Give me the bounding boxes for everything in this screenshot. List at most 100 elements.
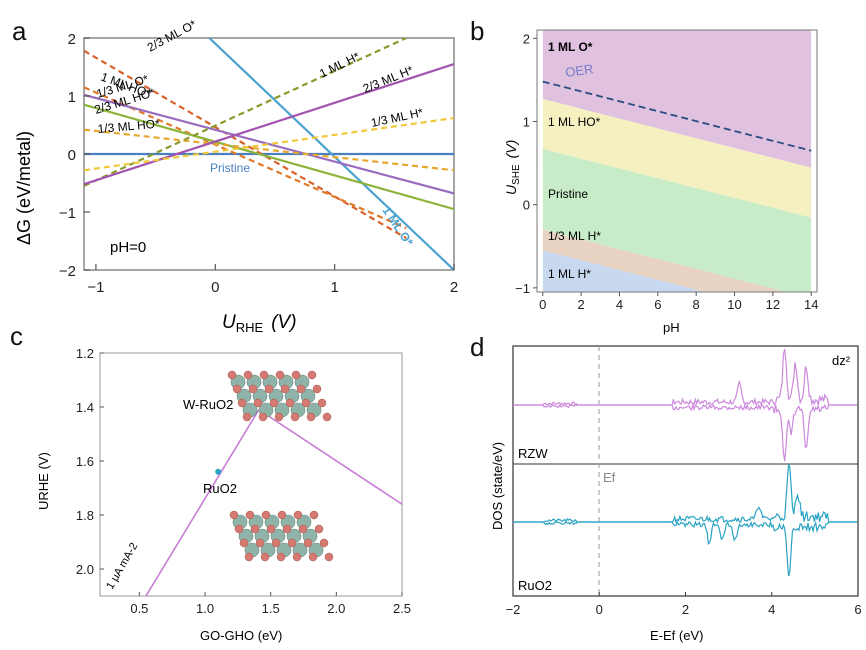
fermi-label: Ef xyxy=(603,470,616,485)
region-label-1-ml-ho: 1 ML HO* xyxy=(548,115,601,129)
panel-a-ytick-label: 1 xyxy=(68,89,76,106)
panel-a-xtick-label: 1 xyxy=(330,279,338,296)
panel-b-xtick-label: 14 xyxy=(804,297,818,312)
oer-label: OER xyxy=(564,61,594,80)
region-label-pristine: Pristine xyxy=(548,187,588,201)
panel-d-xtick-label: 6 xyxy=(854,602,861,617)
series-line-1-3-ml-o xyxy=(84,93,454,195)
panel-b-xtick-label: 12 xyxy=(766,297,780,312)
series-line-2-3-ml-ho xyxy=(84,103,454,211)
panel-b-xtick-label: 6 xyxy=(654,297,661,312)
panel-b-regions xyxy=(537,30,817,292)
panel-a-ticks: −1 0 1 2 −2 −1 0 1 2 xyxy=(59,31,458,296)
ph-annotation: pH=0 xyxy=(110,239,146,256)
panel-d-chart: −2 0 2 4 6 RZW RuO2 Ef dz² E-Ef (eV) DOS (st… xyxy=(490,345,862,643)
panel-a-xtick-label: −1 xyxy=(87,279,104,296)
panel-b-right-margin xyxy=(811,30,817,292)
panel-c-chart: 0.5 1.0 1.5 2.0 2.5 1.2 1.4 1.6 1.8 2.0 W-RuO2 Ru… xyxy=(36,346,411,643)
panel-d-xtick-label: 4 xyxy=(768,602,775,617)
volcano-line xyxy=(145,408,402,596)
oer-line xyxy=(542,80,812,152)
panel-b-frame xyxy=(536,29,818,293)
panel-c-ytick-label: 1.8 xyxy=(76,508,94,523)
panel-b-xtick-label: 0 xyxy=(539,297,546,312)
panel-c-ticks: 0.5 1.0 1.5 2.0 2.5 1.2 1.4 1.6 1.8 2.0 xyxy=(76,346,411,616)
panel-a-ytick-label: 2 xyxy=(68,31,76,48)
region-pristine xyxy=(542,148,812,292)
panel-d-ylabel: DOS (state/eV) xyxy=(490,442,505,530)
label-1-3-ml-ho: 1/3 ML HO* xyxy=(97,117,161,136)
panel-a-ytick-label: −1 xyxy=(59,205,76,222)
panel-d-xtick-label: −2 xyxy=(506,602,521,617)
region-label-1-ml-o: 1 ML O* xyxy=(548,40,593,54)
panel-c-ytick-label: 1.2 xyxy=(76,346,94,361)
series-line-1-ml-h xyxy=(84,38,407,187)
panel-d-xtick-label: 0 xyxy=(596,602,603,617)
panel-b-left-margin xyxy=(537,30,543,292)
panel-b-ytick-label: 2 xyxy=(523,31,530,46)
region-1-ml-o xyxy=(542,30,812,168)
panel-b-ytick-label: 0 xyxy=(523,198,530,213)
panel-letter-a: a xyxy=(12,16,27,46)
w-ruo2-structure-illustration xyxy=(227,370,332,422)
panel-a-ytick-label: 0 xyxy=(68,147,76,164)
panel-b-xtick-label: 2 xyxy=(577,297,584,312)
panel-c-ytick-label: 2.0 xyxy=(76,562,94,577)
panel-a-series-lines xyxy=(84,38,454,270)
panel-d-ticks: −2 0 2 4 6 xyxy=(506,592,862,617)
panel-b-ylabel: USHE(V) xyxy=(503,140,522,195)
label-w-ruo2: W-RuO2 xyxy=(183,397,233,412)
panel-a-ylabel: ΔG (eV/metal) xyxy=(14,131,34,245)
panel-d-dos-curves xyxy=(513,349,858,577)
dos-rzw-spin-down xyxy=(513,402,858,462)
panel-b-ytick-label: −1 xyxy=(515,281,530,296)
panel-a-xtick-label: 0 xyxy=(211,279,219,296)
dos-rzw-spin-up xyxy=(513,349,858,407)
dos-ruo2-spin-up xyxy=(513,464,858,524)
panel-c-xlabel: GO-GHO (eV) xyxy=(200,628,282,643)
panel-b-xtick-label: 10 xyxy=(727,297,741,312)
label-ruo2: RuO2 xyxy=(203,481,237,496)
region-1-3-ml-h xyxy=(542,229,787,292)
region-label-1-ml-h: 1 ML H* xyxy=(548,267,591,281)
panel-b-xtick-label: 4 xyxy=(616,297,623,312)
panel-d-xtick-label: 2 xyxy=(682,602,689,617)
current-annotation: 1 μA mA-2 xyxy=(104,541,140,592)
series-line-1-ml-ho xyxy=(84,86,407,230)
panel-c-xtick-label: 0.5 xyxy=(130,601,148,616)
panel-d-xlabel: E-Ef (eV) xyxy=(650,628,703,643)
panel-b-xlabel: pH xyxy=(663,320,680,335)
panel-c-xtick-label: 2.0 xyxy=(327,601,345,616)
series-line-1-ml-o xyxy=(208,38,454,270)
panel-a-xlabel: URHE (V) xyxy=(222,312,297,335)
panel-a-ytick-label: −2 xyxy=(59,263,76,280)
panel-c-xtick-label: 2.5 xyxy=(393,601,411,616)
orbital-label: dz² xyxy=(832,353,851,368)
panel-c-xtick-label: 1.5 xyxy=(262,601,280,616)
panel-c-ytick-label: 1.6 xyxy=(76,454,94,469)
panel-c-ylabel: URHE (V) xyxy=(36,452,51,510)
panel-b-ytick-label: 1 xyxy=(523,114,530,129)
label-ruo2-dos: RuO2 xyxy=(518,578,552,593)
series-line-1-3-ml-h xyxy=(84,116,454,172)
region-1-ml-h xyxy=(542,250,706,292)
panel-letter-b: b xyxy=(470,16,484,46)
panel-b-xtick-label: 8 xyxy=(693,297,700,312)
label-pristine: Pristine xyxy=(210,161,250,175)
point-ruo2 xyxy=(215,468,222,475)
panel-c-volcano xyxy=(145,408,402,596)
region-1-ml-ho xyxy=(542,99,812,218)
series-line-2-3-ml-h xyxy=(84,63,454,186)
label-rzw: RZW xyxy=(518,446,548,461)
panel-c-frame xyxy=(99,352,403,597)
series-line-2-3-ml-o xyxy=(84,49,407,240)
panel-c-ytick-label: 1.4 xyxy=(76,400,94,415)
panel-d-frame xyxy=(512,345,859,597)
region-label-1-3-ml-h: 1/3 ML H* xyxy=(548,229,601,243)
panel-c-xtick-label: 1.0 xyxy=(196,601,214,616)
series-line-1-3-ml-ho xyxy=(84,128,454,172)
